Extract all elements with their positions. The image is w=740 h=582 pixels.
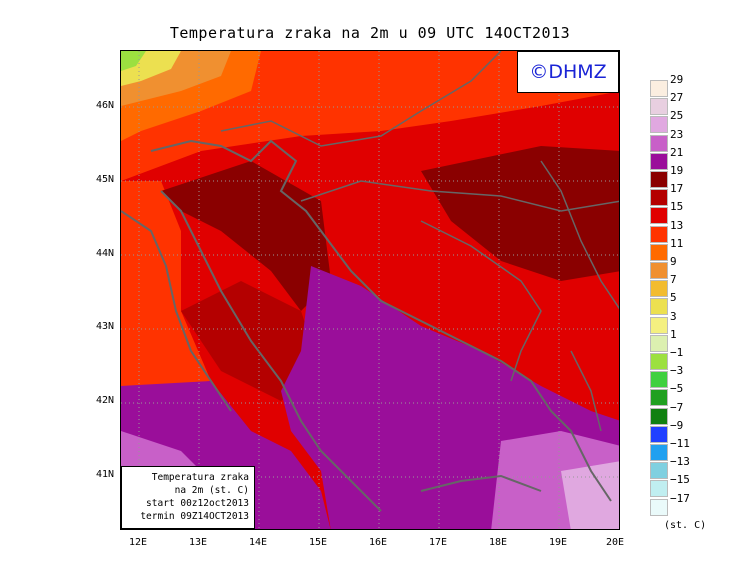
- legend-label: 21: [670, 145, 684, 159]
- legend-label: −5: [670, 382, 684, 396]
- legend-swatch: [650, 498, 668, 516]
- legend-swatch: [650, 389, 668, 407]
- legend-swatch: [650, 262, 668, 279]
- lon-label: 12E: [128, 537, 148, 548]
- legend-label: −7: [670, 400, 684, 414]
- legend-label: −15: [670, 473, 690, 487]
- legend-swatch: [650, 207, 668, 225]
- legend-swatch: [650, 407, 668, 425]
- lat-lon-grid: [121, 51, 619, 529]
- legend-label: 3: [670, 309, 677, 323]
- inland-warm-zone: [161, 161, 331, 311]
- dhmz-logo: ©DHMZ: [517, 51, 619, 93]
- legend-swatch: [650, 334, 668, 352]
- info-line-2: na 2m (st. C): [174, 485, 249, 496]
- legend-label: −13: [670, 455, 690, 469]
- lat-label: 42N: [95, 395, 114, 406]
- map-title: Temperatura zraka na 2m u 09 UTC 14OCT20…: [169, 24, 571, 42]
- legend-label: 29: [670, 73, 684, 86]
- legend-swatch: [650, 425, 668, 443]
- lon-label: 20E: [605, 537, 625, 548]
- east-warm-zone: [421, 146, 619, 281]
- lon-label: 19E: [548, 537, 568, 548]
- lat-label: 43N: [95, 321, 114, 332]
- legend-label: 15: [670, 200, 684, 214]
- legend-label: −3: [670, 364, 684, 378]
- lon-label: 18E: [488, 537, 508, 548]
- coastlines: [121, 139, 612, 522]
- borders: [220, 51, 619, 432]
- lon-label: 15E: [308, 537, 328, 548]
- legend-swatch: [650, 316, 668, 334]
- legend-swatch: [650, 225, 668, 243]
- legend-label: 1: [670, 327, 677, 341]
- alpine-top: [121, 51, 146, 71]
- legend-swatch: [650, 134, 668, 152]
- legend-label: 17: [670, 182, 684, 196]
- legend-swatch: [650, 444, 668, 461]
- legend-label: 7: [670, 273, 677, 287]
- legend-label: −9: [670, 418, 684, 432]
- temperature-map: [120, 50, 620, 530]
- lat-label: 44N: [95, 248, 114, 259]
- legend-label: 5: [670, 291, 677, 305]
- legend-label: −1: [670, 346, 684, 359]
- legend-swatch: [650, 353, 668, 370]
- lat-label: 45N: [95, 174, 114, 185]
- legend-swatch: [650, 152, 668, 170]
- legend-label: −17: [670, 491, 690, 505]
- info-line-4: termin 09Z14OCT2013: [140, 511, 249, 522]
- legend-swatch: [650, 189, 668, 207]
- info-line-3: start 00z12oct2013: [146, 498, 249, 509]
- lon-label: 16E: [368, 537, 388, 548]
- lon-label: 14E: [248, 537, 268, 548]
- legend-label: 9: [670, 255, 677, 268]
- lat-label: 46N: [95, 100, 114, 111]
- legend-label: 25: [670, 109, 684, 123]
- legend-swatch: [650, 116, 668, 134]
- west-coast-band: [121, 181, 211, 391]
- legend-label: −11: [670, 437, 690, 450]
- legend-swatch: [650, 298, 668, 316]
- temperature-field: [121, 51, 619, 529]
- lon-label: 13E: [188, 537, 208, 548]
- legend-swatch: [650, 243, 668, 261]
- legend-swatch: [650, 371, 668, 389]
- info-line-1: Temperatura zraka: [151, 472, 249, 483]
- info-box: Temperatura zraka na 2m (st. C) start 00…: [121, 466, 255, 529]
- legend-label: 11: [670, 236, 684, 250]
- legend-swatch: [650, 462, 668, 480]
- legend-swatch: [650, 98, 668, 116]
- lon-label: 17E: [428, 537, 448, 548]
- legend-label: 13: [670, 218, 684, 232]
- legend-swatch: [650, 480, 668, 498]
- southeast-warm-zone: [561, 461, 619, 529]
- legend-unit: (st. C): [664, 520, 707, 531]
- legend-swatch: [650, 171, 668, 188]
- legend-label: 23: [670, 127, 684, 141]
- legend-label: 27: [670, 91, 684, 105]
- legend-label: 19: [670, 164, 684, 177]
- legend-swatch: [650, 80, 668, 97]
- lat-label: 41N: [95, 469, 114, 480]
- legend-swatch: [650, 280, 668, 298]
